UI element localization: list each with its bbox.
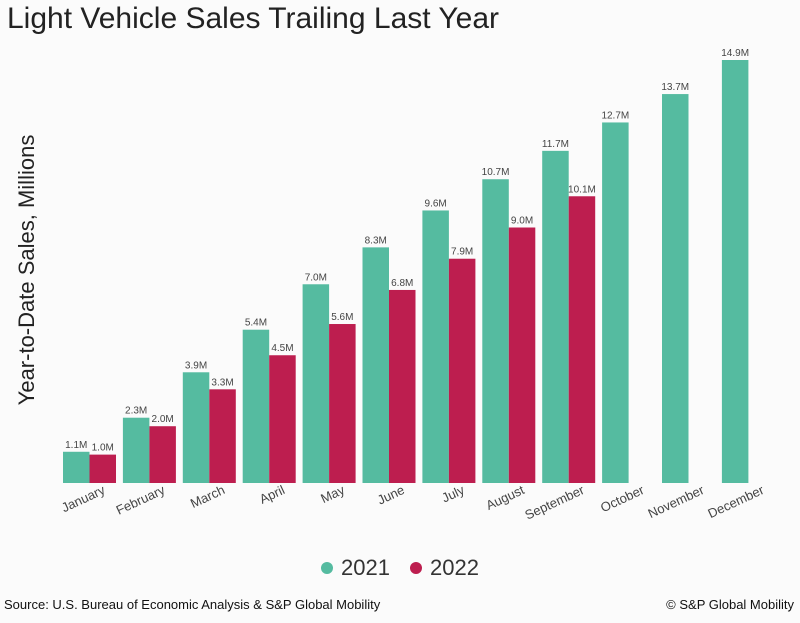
data-label-2022-august: 9.0M [511, 215, 533, 226]
data-label-2022-may: 5.6M [331, 312, 353, 323]
bar-2021-may [302, 284, 330, 483]
bar-2021-january [63, 451, 90, 483]
bar-2022-september [568, 196, 596, 483]
data-label-2022-june: 6.8M [391, 278, 413, 289]
data-label-2021-august: 10.7M [482, 167, 510, 178]
chart-title: Light Vehicle Sales Trailing Last Year [7, 2, 499, 35]
data-label-2021-january: 1.1M [65, 440, 87, 451]
bar-2021-february [122, 417, 150, 483]
bar-2021-september [542, 150, 569, 483]
x-tick-label-june: June [375, 482, 407, 508]
legend: 2021 2022 [0, 555, 800, 581]
source-note: Source: U.S. Bureau of Economic Analysis… [4, 597, 381, 612]
data-label-2021-october: 12.7M [601, 110, 629, 121]
bar-2021-december [721, 60, 749, 483]
data-label-2022-march: 3.3M [211, 377, 233, 388]
legend-label-2022: 2022 [430, 555, 479, 580]
legend-label-2021: 2021 [341, 555, 390, 580]
data-label-2021-july: 9.6M [425, 198, 447, 209]
x-tick-label-march: March [188, 482, 227, 511]
bar-2022-july [448, 258, 476, 483]
x-tick-label-july: July [439, 482, 467, 506]
bar-2022-june [389, 289, 416, 483]
x-tick-label-january: January [59, 482, 108, 515]
data-label-2021-june: 8.3M [365, 235, 387, 246]
x-tick-label-october: October [598, 482, 647, 515]
legend-item-2022: 2022 [410, 555, 479, 581]
data-label-2021-february: 2.3M [125, 406, 147, 417]
bar-2021-march [182, 372, 210, 483]
data-label-2022-january: 1.0M [92, 443, 114, 454]
bar-2021-november [662, 94, 689, 484]
bar-2022-january [89, 454, 116, 483]
data-label-2021-november: 13.7M [661, 82, 689, 93]
legend-swatch-2022 [410, 562, 422, 574]
data-label-2021-december: 14.9M [721, 48, 749, 59]
bar-2021-april [242, 329, 270, 483]
x-tick-label-august: August [484, 482, 527, 513]
bar-2022-february [149, 426, 176, 483]
bar-2022-august [508, 227, 536, 483]
bar-2022-march [209, 389, 236, 483]
bar-2021-october [602, 122, 629, 484]
bar-2022-april [269, 355, 296, 483]
data-label-2021-march: 3.9M [185, 360, 207, 371]
bar-2021-june [362, 247, 389, 483]
data-label-2021-april: 5.4M [245, 318, 267, 329]
bar-2021-july [422, 210, 449, 484]
bar-2021-august [482, 179, 509, 483]
data-label-2021-may: 7.0M [305, 272, 327, 283]
data-label-2021-september: 11.7M [542, 139, 569, 150]
x-tick-label-september: September [522, 482, 587, 523]
x-tick-label-november: November [646, 482, 707, 521]
legend-swatch-2021 [321, 562, 334, 574]
x-tick-label-december: December [705, 482, 766, 521]
data-label-2022-april: 4.5M [271, 343, 293, 354]
x-tick-label-april: April [257, 482, 287, 507]
copyright-note: © S&P Global Mobility [666, 597, 794, 612]
data-label-2022-july: 7.9M [451, 247, 473, 258]
x-tick-label-may: May [318, 482, 347, 506]
data-label-2022-september: 10.1M [568, 184, 596, 195]
bar-2022-may [329, 324, 356, 483]
x-tick-label-february: February [114, 482, 168, 518]
legend-item-2021: 2021 [321, 555, 390, 581]
data-label-2022-february: 2.0M [152, 414, 174, 425]
